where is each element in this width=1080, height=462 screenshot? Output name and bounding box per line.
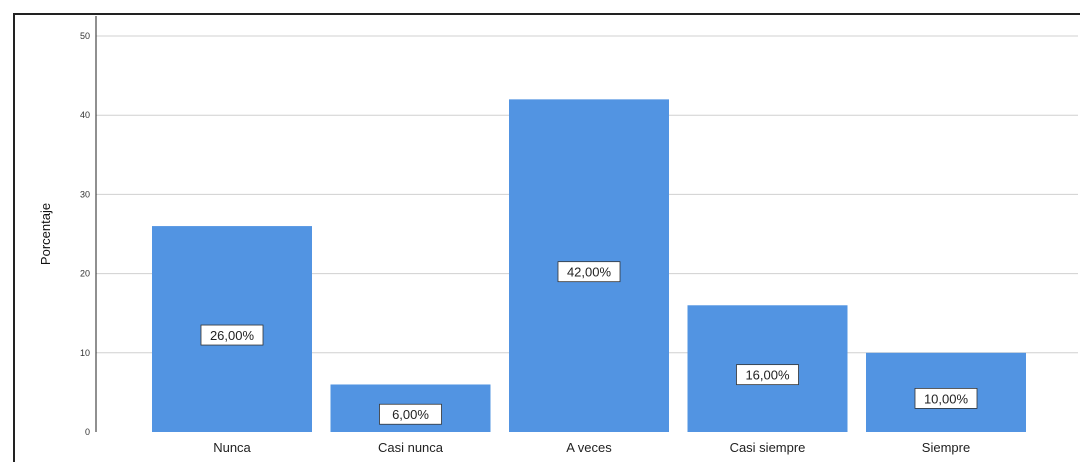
x-category-label: Nunca — [213, 440, 251, 455]
x-category-label: Casi siempre — [730, 440, 806, 455]
data-label-text: 26,00% — [210, 328, 255, 343]
data-label-box — [914, 387, 978, 409]
data-label-text: 6,00% — [392, 407, 429, 422]
y-tick-label: 0 — [85, 427, 90, 437]
data-label-box — [557, 261, 621, 283]
x-category-label: A veces — [566, 440, 612, 455]
y-tick-labels: 0 10 20 30 40 50 — [80, 31, 90, 437]
x-category-label: Siempre — [922, 440, 970, 455]
y-tick-label: 10 — [80, 348, 90, 358]
data-label-text: 42,00% — [567, 265, 612, 280]
data-label-box — [379, 403, 442, 425]
data-labels: 26,00% 6,00% 42,00% 16,00% 10,00% — [200, 261, 978, 425]
y-tick-label: 40 — [80, 110, 90, 120]
y-tick-label: 50 — [80, 31, 90, 41]
y-tick-label: 20 — [80, 269, 90, 279]
data-label: 42,00% — [557, 261, 621, 283]
data-label: 16,00% — [736, 364, 799, 386]
data-label: 26,00% — [200, 324, 264, 346]
y-tick-label: 30 — [80, 189, 90, 199]
data-label: 6,00% — [379, 403, 442, 425]
data-label: 10,00% — [914, 387, 978, 409]
x-category-labels: Nunca Casi nunca A veces Casi siempre Siempr… — [213, 440, 970, 455]
y-axis-title: Porcentaje — [38, 203, 53, 265]
data-label-text: 16,00% — [745, 368, 790, 383]
x-category-label: Casi nunca — [378, 440, 444, 455]
data-label-box — [736, 364, 799, 386]
data-label-box — [200, 324, 264, 346]
chart-frame — [13, 13, 1080, 462]
data-label-text: 10,00% — [924, 391, 969, 406]
